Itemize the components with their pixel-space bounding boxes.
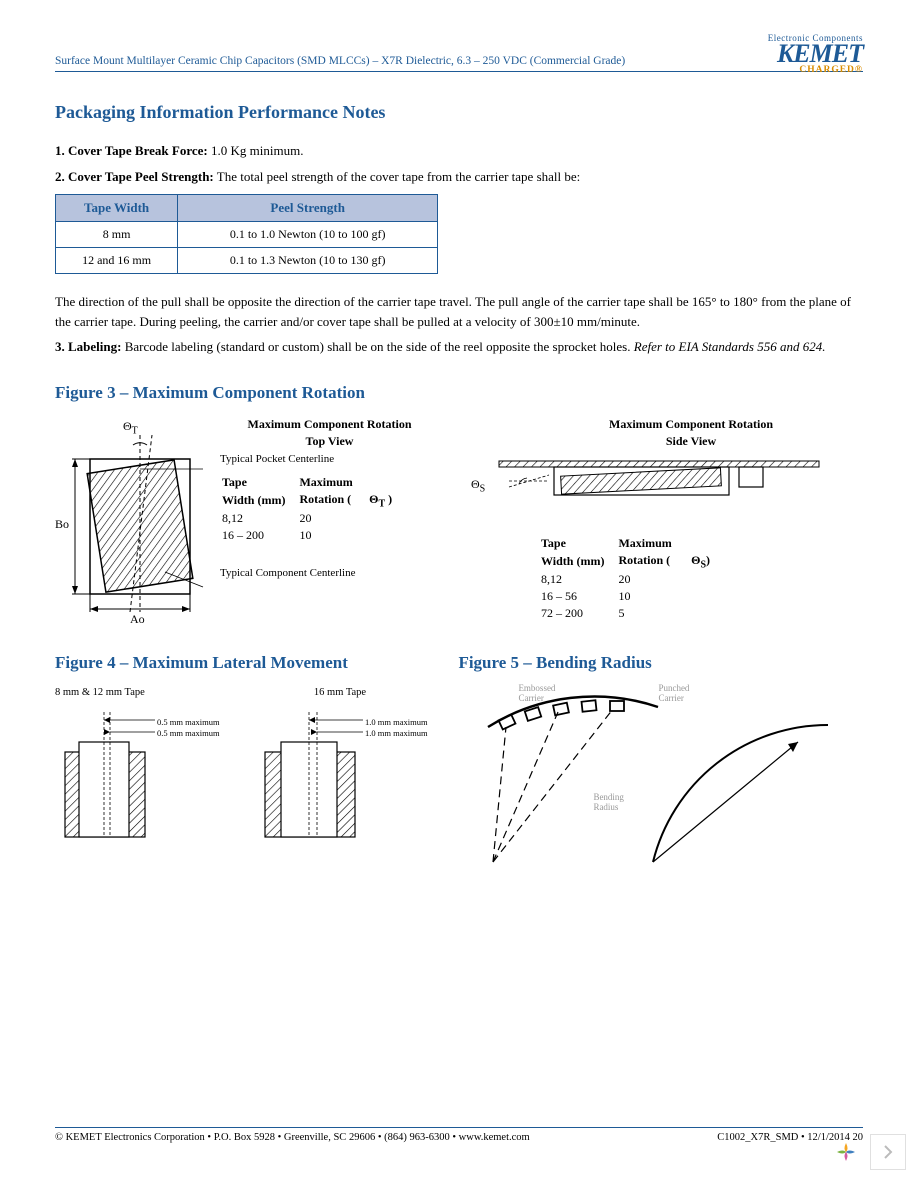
- note-2-label: 2. Cover Tape Peel Strength:: [55, 169, 214, 184]
- figure-3-side-view: Maximum Component Rotation Side View ΘS: [479, 417, 863, 623]
- dim-05-a: 0.5 mm maximum: [157, 717, 237, 727]
- figure-3-title: Figure 3 – Maximum Component Rotation: [55, 383, 863, 403]
- top-rotation-table: TapeMaximum Width (mm)Rotation ( ΘT ) 8,…: [220, 473, 406, 545]
- th-tape-width: Tape Width: [56, 195, 178, 222]
- page-footer: © KEMET Electronics Corporation • P.O. B…: [55, 1127, 863, 1143]
- doc-header-title: Surface Mount Multilayer Ceramic Chip Ca…: [55, 55, 863, 71]
- viewer-logo-icon: [828, 1134, 864, 1170]
- bo-label: Bo: [55, 517, 69, 532]
- side-view-diagram: [479, 451, 839, 521]
- table-row: 8 mm 0.1 to 1.0 Newton (10 to 100 gf): [56, 222, 438, 248]
- note-3-label: 3. Labeling:: [55, 339, 121, 354]
- note-2-text: The total peel strength of the cover tap…: [214, 169, 581, 184]
- figure-3-top-view: Maximum Component Rotation Top View Typi…: [55, 417, 439, 623]
- ann-bending-radius: BendingRadius: [593, 792, 624, 812]
- brand-logo: Electronic Components KEMET CHARGED®: [768, 33, 863, 75]
- top-view-heading: Maximum Component Rotation: [220, 417, 439, 432]
- ann-punched: PunchedCarrier: [658, 683, 689, 703]
- footer-left: © KEMET Electronics Corporation • P.O. B…: [55, 1132, 530, 1143]
- ann-component-centerline: Typical Component Centerline: [220, 567, 439, 579]
- ao-label: Ao: [130, 612, 145, 627]
- th-peel-strength: Peel Strength: [178, 195, 438, 222]
- dim-05-b: 0.5 mm maximum: [157, 728, 237, 738]
- tape-8-12-label: 8 mm & 12 mm Tape: [55, 687, 215, 698]
- top-view-diagram: [55, 417, 210, 617]
- figure-4-title: Figure 4 – Maximum Lateral Movement: [55, 653, 428, 673]
- fig4-tape-8-12: 8 mm & 12 mm Tape 0.5 mm maximum 0.5 mm: [55, 687, 215, 868]
- top-view-sub: Top View: [220, 434, 439, 449]
- chevron-right-icon: [883, 1145, 893, 1159]
- theta-s-label: ΘS: [471, 477, 485, 494]
- note-1-text: 1.0 Kg minimum.: [208, 143, 304, 158]
- fig4-tape-16: 16 mm Tape 1.0 mm maximum 1.0 mm maximu: [255, 687, 425, 868]
- figure-5-title: Figure 5 – Bending Radius: [458, 653, 863, 673]
- dim-10-a: 1.0 mm maximum: [365, 717, 445, 727]
- logo-text: KEMET: [768, 43, 863, 65]
- side-view-heading: Maximum Component Rotation: [519, 417, 863, 432]
- bending-radius-diagram: [458, 687, 858, 877]
- side-view-sub: Side View: [519, 434, 863, 449]
- peel-strength-table: Tape Width Peel Strength 8 mm 0.1 to 1.0…: [55, 194, 438, 274]
- dim-10-b: 1.0 mm maximum: [365, 728, 445, 738]
- note-1: 1. Cover Tape Break Force: 1.0 Kg minimu…: [55, 141, 863, 161]
- side-rotation-table: TapeMaximum Width (mm)Rotation ( ΘS) 8,1…: [539, 534, 724, 623]
- header-rule: [55, 71, 863, 72]
- note-3-text: Barcode labeling (standard or custom) sh…: [121, 339, 633, 354]
- note-1-label: 1. Cover Tape Break Force:: [55, 143, 208, 158]
- table-row: 12 and 16 mm 0.1 to 1.3 Newton (10 to 13…: [56, 248, 438, 274]
- note-3-ref: Refer to EIA Standards 556 and 624.: [634, 339, 826, 354]
- tape-16-label: 16 mm Tape: [255, 687, 425, 698]
- next-page-button[interactable]: [870, 1134, 906, 1170]
- ann-pocket-centerline: Typical Pocket Centerline: [220, 453, 439, 465]
- direction-paragraph: The direction of the pull shall be oppos…: [55, 292, 863, 331]
- section-title: Packaging Information Performance Notes: [55, 102, 863, 123]
- note-3: 3. Labeling: Barcode labeling (standard …: [55, 337, 863, 357]
- theta-t-label: ΘT: [123, 419, 138, 436]
- ann-embossed: EmbossedCarrier: [518, 683, 555, 703]
- note-2: 2. Cover Tape Peel Strength: The total p…: [55, 167, 863, 187]
